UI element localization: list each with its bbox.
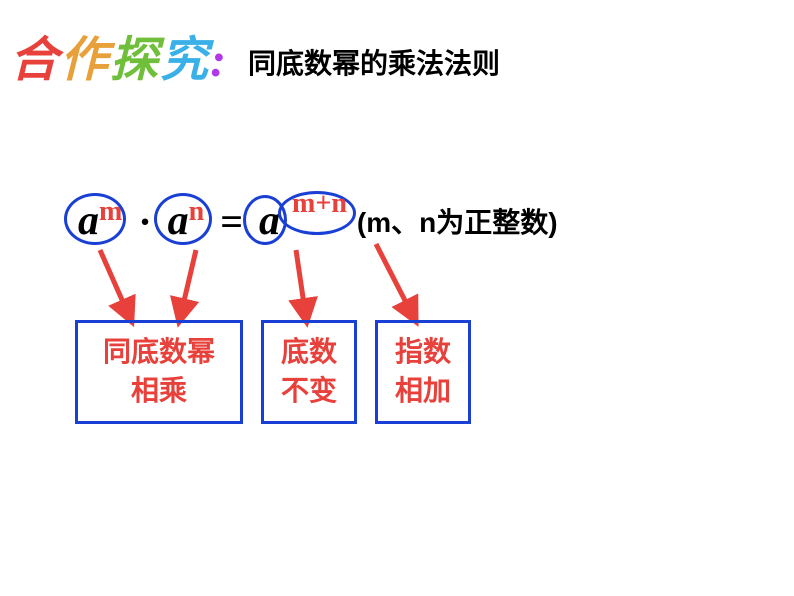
- box-0-line2: 相乘: [82, 372, 236, 411]
- subtitle: 同底数幂的乘法法则: [248, 42, 500, 82]
- title-char-0: 合: [10, 20, 60, 90]
- box-2: 指数相加: [375, 320, 471, 424]
- arrow-0: [100, 250, 130, 318]
- term-result-exp: m+n: [288, 205, 351, 237]
- arrow-2: [296, 250, 306, 318]
- box-1-line1: 底数: [268, 333, 350, 372]
- base-a-2: a: [168, 197, 189, 245]
- rainbow-title: 合作探究:: [10, 20, 228, 90]
- box-2-line2: 相加: [382, 372, 464, 411]
- title-char-2: 探: [110, 20, 160, 90]
- base-a-3: a: [259, 197, 280, 245]
- op-dot: ·: [130, 198, 159, 245]
- exp-n: n: [189, 196, 205, 228]
- box-0-line1: 同底数幂: [82, 333, 236, 372]
- term-an: an: [160, 195, 213, 247]
- title-area: 合作探究: 同底数幂的乘法法则: [10, 20, 500, 90]
- title-char-3: 究: [160, 20, 210, 90]
- base-a-1: a: [78, 197, 99, 245]
- formula-row: am · an = a m+n (m、n为正整数): [70, 195, 558, 247]
- box-1-line2: 不变: [268, 372, 350, 411]
- arrow-1: [180, 250, 196, 318]
- boxes-row: 同底数幂相乘底数不变指数相加: [75, 320, 471, 424]
- term-a-result-base: a: [251, 195, 288, 247]
- formula-note: (m、n为正整数): [357, 201, 558, 241]
- box-0: 同底数幂相乘: [75, 320, 243, 424]
- title-char-1: 作: [60, 20, 110, 90]
- box-2-line1: 指数: [382, 333, 464, 372]
- arrow-3: [376, 244, 414, 318]
- box-1: 底数不变: [261, 320, 357, 424]
- title-char-4: :: [210, 33, 228, 88]
- op-eq: =: [212, 198, 251, 245]
- term-am: am: [70, 195, 130, 247]
- exp-mn: m+n: [292, 188, 347, 220]
- exp-m: m: [99, 196, 122, 228]
- arrow-group: [100, 244, 414, 318]
